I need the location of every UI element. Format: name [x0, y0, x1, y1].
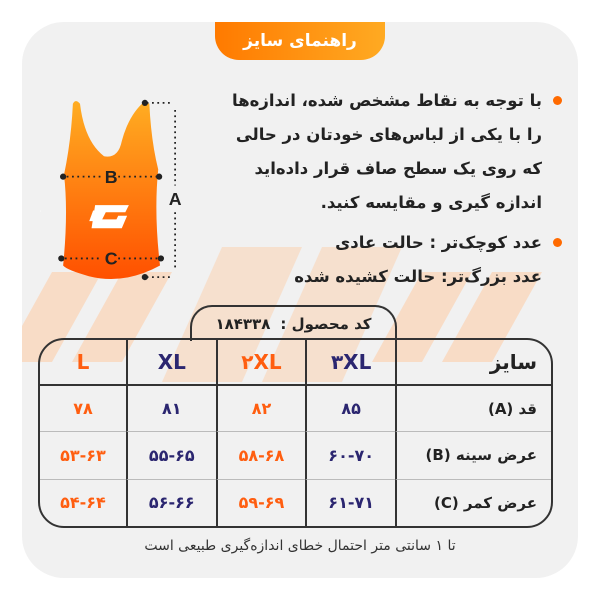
bullet-dot-icon	[553, 238, 562, 247]
cell: ۶۰-۷۰	[305, 431, 395, 479]
instruction-numbers: عدد کوچک‌تر : حالت عادی عدد بزرگ‌تر: حال…	[224, 226, 564, 294]
cell: ۵۵-۶۵	[125, 431, 216, 479]
page-title: راهنمای سایز	[215, 22, 385, 60]
cell: ۸۵	[305, 386, 395, 432]
header-3xl: ۳XL	[305, 340, 395, 386]
row-label: عرض سینه (B)	[395, 431, 551, 479]
tank-top-shape	[63, 101, 160, 279]
label-b: B	[105, 167, 118, 187]
cell: ۶۱-۷۱	[305, 478, 395, 526]
cell: ۵۶-۶۶	[125, 478, 216, 526]
row-label: قد (A)	[395, 386, 551, 432]
table-row: قد (A) ۸۵ ۸۲ ۸۱ ۷۸	[40, 386, 551, 432]
instruction-measure: با توجه به نقاط مشخص شده، اندازه‌ها را ب…	[224, 84, 564, 220]
cell: ۵۹-۶۹	[215, 478, 306, 526]
cell: ۷۸	[73, 399, 93, 419]
instruction-line: عدد کوچک‌تر : حالت عادی	[335, 233, 542, 252]
table-header-row: سایز ۳XL ۲XL XL L	[40, 340, 551, 386]
table-row: عرض سینه (B) ۶۰-۷۰ ۵۸-۶۸ ۵۵-۶۵ ۵۳-۶۳	[40, 431, 551, 479]
cell: ۵۳-۶۳	[40, 431, 126, 478]
brand-logo-icon	[40, 205, 129, 229]
instruction-line: با توجه به نقاط مشخص شده، اندازه‌ها	[232, 91, 542, 110]
instruction-line: اندازه گیری و مقایسه کنید.	[320, 193, 542, 212]
product-code-label: کد محصول :	[280, 315, 372, 333]
tank-top-diagram: B C A	[40, 99, 182, 281]
bullet-dot-icon	[553, 96, 562, 105]
instructions: با توجه به نقاط مشخص شده، اندازه‌ها را ب…	[224, 84, 564, 294]
instruction-line: را با یکی از لباس‌های خودتان در حالی	[235, 125, 542, 144]
product-code-value: ۱۸۴۳۳۸	[215, 315, 271, 333]
cell: ۸۱	[125, 386, 216, 432]
product-code: کد محصول : ۱۸۴۳۳۸	[190, 305, 397, 341]
cell: ۵۴-۶۴	[40, 478, 126, 526]
row-label: عرض کمر (C)	[395, 478, 551, 526]
cell: ۸۲	[215, 386, 306, 432]
header-2xl: ۲XL	[215, 340, 306, 386]
label-c: C	[105, 249, 118, 269]
instruction-line: که روی یک سطح صاف قرار داده‌اید	[254, 159, 542, 178]
header-xl: XL	[125, 340, 216, 386]
size-table: سایز ۳XL ۲XL XL L قد (A) ۸۵ ۸۲ ۸۱ ۷۸ عرض…	[38, 338, 553, 528]
measurement-error-note: تا ۱ سانتی متر احتمال خطای اندازه‌گیری ط…	[144, 538, 456, 554]
instruction-line: عدد بزرگ‌تر: حالت کشیده شده	[294, 267, 542, 286]
label-a: A	[169, 189, 182, 209]
cell: ۵۸-۶۸	[215, 431, 306, 479]
table-row: عرض کمر (C) ۶۱-۷۱ ۵۹-۶۹ ۵۶-۶۶ ۵۴-۶۴	[40, 478, 551, 526]
header-l: L	[40, 340, 126, 386]
header-size: سایز	[395, 340, 551, 386]
